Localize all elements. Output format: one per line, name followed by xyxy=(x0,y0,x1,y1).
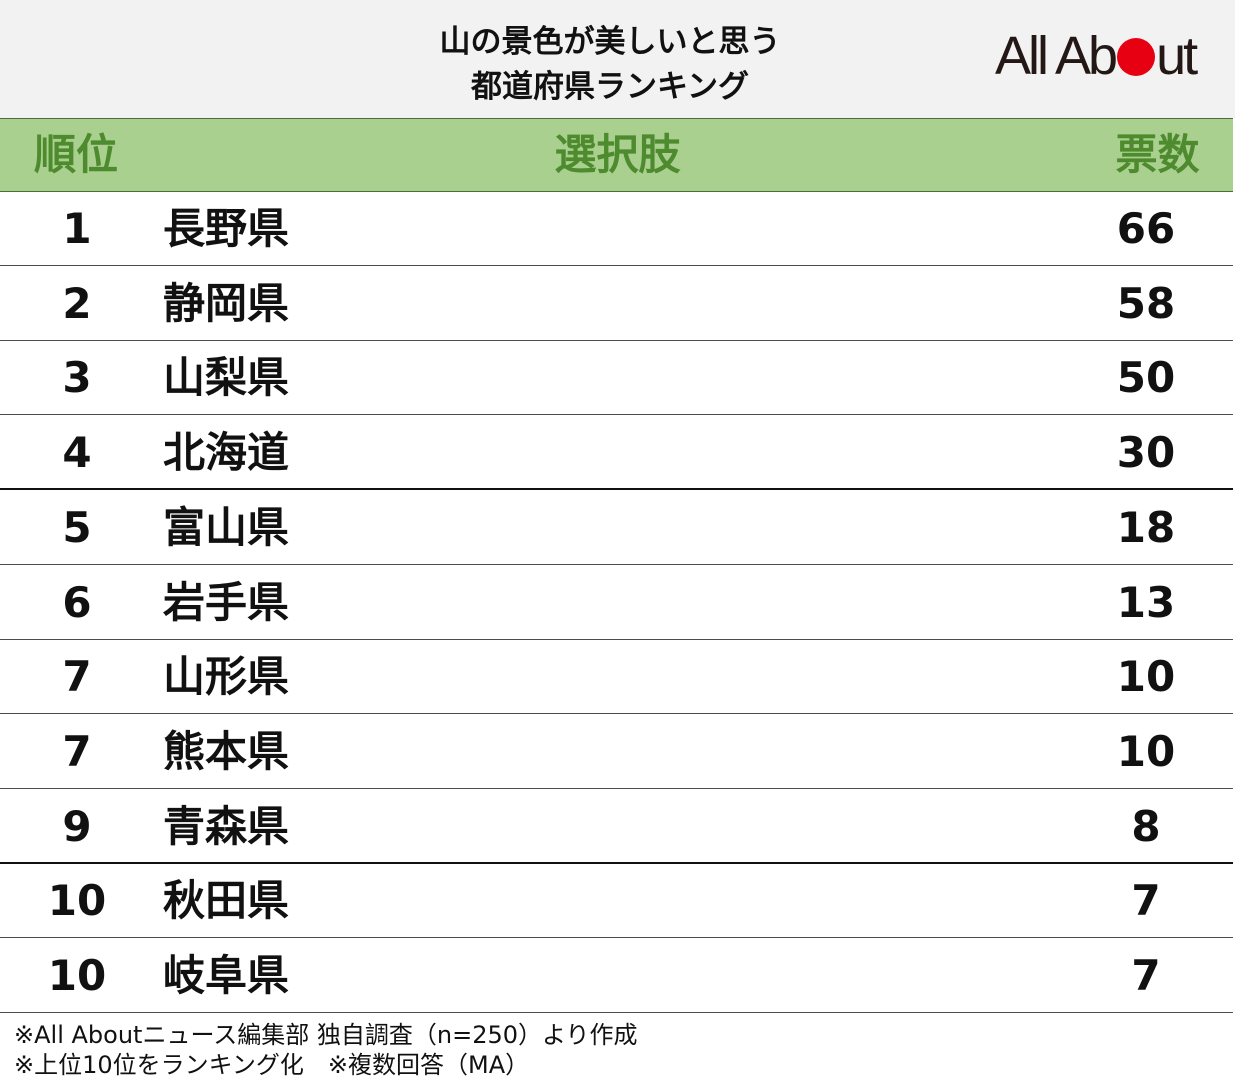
votes-cell: 8 xyxy=(1131,801,1161,851)
table-row: 4 北海道 30 xyxy=(0,415,1233,491)
votes-cell: 13 xyxy=(1116,577,1176,627)
prefecture-cell: 岩手県 xyxy=(163,577,290,627)
ranking-title-line-2: 都道府県ランキング xyxy=(470,69,750,105)
choice-column-header: 選択肢 xyxy=(554,130,681,179)
prefecture-cell: 富山県 xyxy=(163,502,290,552)
votes-cell: 7 xyxy=(1131,951,1161,1000)
table-row: 2 静岡県 58 xyxy=(0,266,1233,341)
table-row: 5 富山県 18 xyxy=(0,490,1233,565)
table-row: 10 岐阜県 7 xyxy=(0,938,1233,1013)
table-row: 1 長野県 66 xyxy=(0,191,1233,266)
rank-cell: 7 xyxy=(62,726,92,776)
rank-cell: 4 xyxy=(62,428,92,478)
prefecture-cell: 秋田県 xyxy=(163,876,290,926)
prefecture-cell: 山形県 xyxy=(163,652,290,702)
ranking-title-line-1: 山の景色が美しいと思う xyxy=(439,24,781,60)
table-row: 10 秋田県 7 xyxy=(0,863,1233,939)
rank-cell: 7 xyxy=(62,652,92,702)
ranking-title: 山の景色が美しいと思う 都道府県ランキング xyxy=(300,20,920,110)
rank-cell: 9 xyxy=(62,801,92,851)
ranking-table-header: 順位 選択肢 票数 xyxy=(0,118,1233,192)
table-row: 7 山形県 10 xyxy=(0,639,1233,715)
survey-note-method: ※上位10位をランキング化 ※複数回答（MA） xyxy=(14,1051,530,1079)
logo-text-start: All Ab xyxy=(995,26,1118,86)
prefecture-cell: 岐阜県 xyxy=(163,951,290,1000)
votes-cell: 10 xyxy=(1116,652,1176,702)
prefecture-cell: 長野県 xyxy=(163,204,290,253)
all-about-logo: All Ab ut xyxy=(995,26,1220,86)
prefecture-cell: 青森県 xyxy=(163,801,290,851)
table-row: 3 山梨県 50 xyxy=(0,340,1233,416)
votes-cell: 50 xyxy=(1116,353,1176,403)
ranking-table-body: 1 長野県 66 2 静岡県 58 3 山梨県 50 4 北海道 30 5 富山県 18 6 岩手県 13 7 山形県… xyxy=(0,191,1233,1013)
prefecture-cell: 北海道 xyxy=(163,428,290,478)
rank-cell: 2 xyxy=(62,278,92,328)
votes-cell: 10 xyxy=(1116,726,1176,776)
logo-text-end: ut xyxy=(1156,26,1198,86)
table-row: 9 青森県 8 xyxy=(0,789,1233,864)
rank-cell: 10 xyxy=(47,951,107,1000)
rank-cell: 6 xyxy=(62,577,92,627)
logo-red-dot-icon xyxy=(1117,38,1156,76)
prefecture-cell: 静岡県 xyxy=(163,278,290,328)
rank-cell: 1 xyxy=(62,204,92,253)
rank-cell: 10 xyxy=(47,876,107,926)
votes-column-header: 票数 xyxy=(1115,130,1200,179)
votes-cell: 7 xyxy=(1131,876,1161,926)
votes-cell: 30 xyxy=(1116,428,1176,478)
prefecture-cell: 熊本県 xyxy=(163,726,290,776)
survey-note-source: ※All Aboutニュース編集部 独自調査（n=250）より作成 xyxy=(14,1021,638,1049)
survey-notes: ※All Aboutニュース編集部 独自調査（n=250）より作成 ※上位10位… xyxy=(14,1020,1224,1080)
votes-cell: 66 xyxy=(1116,204,1176,253)
table-row: 7 熊本県 10 xyxy=(0,714,1233,789)
rank-cell: 5 xyxy=(62,502,92,552)
table-row: 6 岩手県 13 xyxy=(0,565,1233,640)
rank-cell: 3 xyxy=(62,353,92,403)
votes-cell: 18 xyxy=(1116,502,1176,552)
rank-column-header: 順位 xyxy=(34,130,119,179)
votes-cell: 58 xyxy=(1116,278,1176,328)
prefecture-cell: 山梨県 xyxy=(163,353,290,403)
header: 山の景色が美しいと思う 都道府県ランキング All Ab ut xyxy=(0,0,1235,118)
